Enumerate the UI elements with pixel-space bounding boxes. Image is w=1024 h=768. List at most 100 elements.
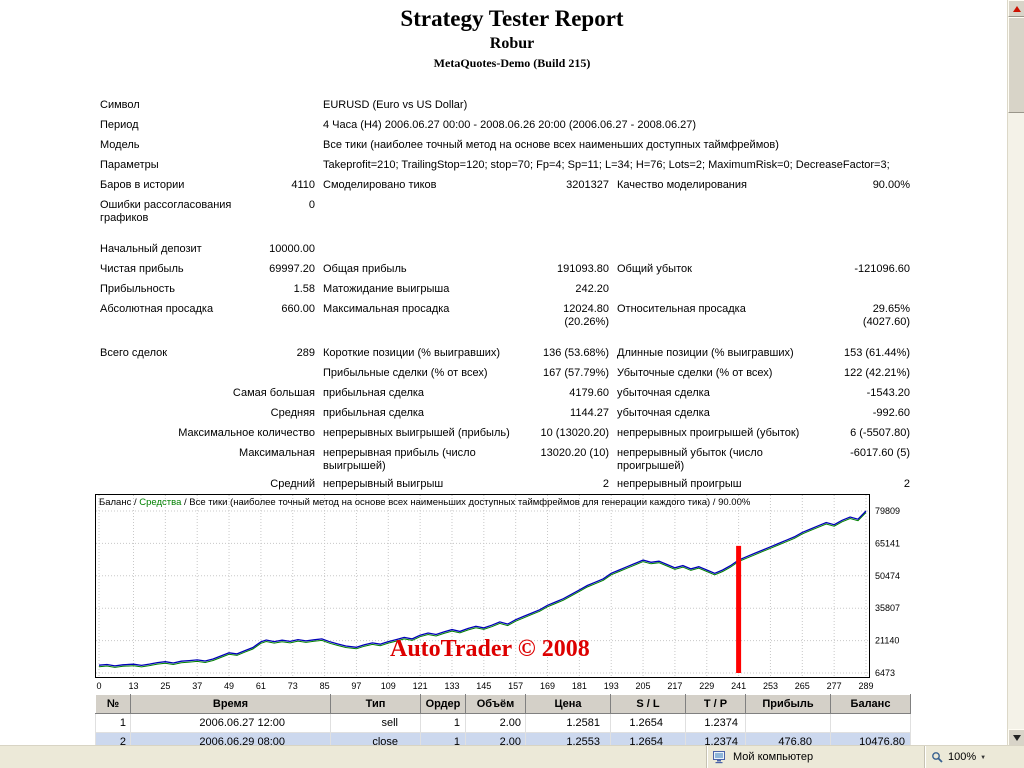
- trade-cell: [830, 713, 911, 733]
- report-cell: 242.20: [575, 283, 609, 295]
- report-cell: непрерывный убыток (число проигрышей): [617, 447, 763, 472]
- trade-cell: 2.00: [465, 713, 526, 733]
- trades-header-cell: Прибыль: [745, 694, 831, 714]
- svg-text:265: 265: [795, 681, 810, 691]
- scrollbar-thumb[interactable]: [1008, 17, 1024, 113]
- report-row: Самая большая прибыльная сделка 4179.60 убы…: [100, 383, 910, 403]
- report-row: Максимальная непрерывная прибыль (число в…: [100, 443, 910, 474]
- svg-text:229: 229: [699, 681, 714, 691]
- report-row: Средняя прибыльная сделка 1144.27 убыточная…: [100, 403, 910, 423]
- svg-text:49: 49: [224, 681, 234, 691]
- zoom-level-label: 100%: [948, 751, 977, 763]
- report-row: Ошибки рассогласования графиков 0: [100, 195, 910, 226]
- trade-cell: 1: [95, 713, 131, 733]
- report-cell: 289: [296, 347, 315, 359]
- trades-header-cell: S / L: [610, 694, 686, 714]
- svg-text:25: 25: [160, 681, 170, 691]
- report-cell: Прибыльные сделки (% от всех): [323, 367, 488, 379]
- report-cell: Средний: [270, 478, 315, 490]
- svg-text:181: 181: [572, 681, 587, 691]
- report-cell: Параметры: [100, 159, 159, 171]
- report-cell: EURUSD (Euro vs US Dollar): [323, 99, 468, 111]
- report-cell: -1543.20: [866, 387, 910, 399]
- report-cell: непрерывная прибыль (число выигрышей): [323, 447, 476, 472]
- report-cell: Прибыльность: [100, 283, 175, 295]
- report-cell: Относительная просадка: [617, 303, 746, 315]
- zoom-control[interactable]: 100% ▼: [924, 746, 1010, 768]
- report-cell: 29.65% (4027.60): [862, 303, 910, 328]
- report-cell: убыточная сделка: [617, 387, 710, 399]
- resize-grip: [1010, 746, 1024, 768]
- svg-text:61: 61: [256, 681, 266, 691]
- report-cell: Начальный депозит: [100, 243, 202, 255]
- report-cell: Максимальное количество: [178, 427, 315, 439]
- zoom-dropdown-caret[interactable]: ▼: [980, 755, 987, 761]
- report-cell: прибыльная сделка: [323, 387, 425, 399]
- report-cell: 3201327: [566, 179, 609, 191]
- report-cell: Takeprofit=210; TrailingStop=120; stop=7…: [323, 159, 890, 171]
- trade-cell: 2006.06.27 12:00: [130, 713, 331, 733]
- svg-text:37: 37: [192, 681, 202, 691]
- report-row: Параметры Takeprofit=210; TrailingStop=12…: [100, 155, 910, 175]
- report-cell: -6017.60 (5): [850, 447, 910, 459]
- report-title: Strategy Tester Report: [400, 6, 624, 31]
- scroll-up-button[interactable]: [1008, 0, 1024, 17]
- report-cell: непрерывных проигрышей (убыток): [617, 427, 800, 439]
- svg-text:205: 205: [636, 681, 651, 691]
- report-row: [100, 226, 910, 239]
- svg-text:6473: 6473: [875, 668, 895, 678]
- report-cell: 6 (-5507.80): [850, 427, 910, 439]
- trades-header-cell: Время: [130, 694, 331, 714]
- svg-text:157: 157: [508, 681, 523, 691]
- svg-text:35807: 35807: [875, 603, 900, 613]
- security-zone-panel[interactable]: Мой компьютер: [706, 746, 924, 768]
- report-cell: 1.58: [293, 283, 315, 295]
- report-cell: 10 (13020.20): [540, 427, 610, 439]
- report-cell: Качество моделирования: [617, 179, 747, 191]
- trades-header-cell: Объём: [465, 694, 526, 714]
- report-row: Средний непрерывный выигрыш 2 непрерывный п…: [100, 474, 910, 494]
- svg-text:73: 73: [288, 681, 298, 691]
- report-row: [100, 330, 910, 343]
- report-cell: Все тики (наиболее точный метод на основ…: [323, 139, 779, 151]
- vertical-scrollbar[interactable]: [1007, 0, 1024, 746]
- trades-header-cell: Тип: [330, 694, 421, 714]
- svg-text:0: 0: [96, 681, 101, 691]
- status-main-panel: [0, 746, 706, 768]
- report-cell: 2: [903, 478, 910, 490]
- scroll-down-button[interactable]: [1008, 729, 1024, 746]
- legend-balance-label: Баланс: [99, 497, 132, 508]
- report-cell: Символ: [100, 99, 140, 111]
- report-cell: Общая прибыль: [323, 263, 407, 275]
- report-cell: Всего сделок: [100, 347, 168, 359]
- report-cell: непрерывных выигрышей (прибыль): [323, 427, 510, 439]
- report-cell: 153 (61.44%): [843, 347, 910, 359]
- report-cell: непрерывный выигрыш: [323, 478, 444, 490]
- report-cell: 90.00%: [872, 179, 910, 191]
- svg-text:21140: 21140: [875, 636, 899, 646]
- svg-text:97: 97: [351, 681, 361, 691]
- svg-text:121: 121: [413, 681, 428, 691]
- magnifier-icon: [932, 751, 943, 763]
- report-cell: 2: [602, 478, 609, 490]
- report-cell: Чистая прибыль: [100, 263, 184, 275]
- trades-header-cell: Цена: [525, 694, 611, 714]
- svg-text:169: 169: [540, 681, 555, 691]
- trade-cell: 1.2581: [525, 713, 611, 733]
- report-cell: Убыточные сделки (% от всех): [617, 367, 773, 379]
- svg-text:79809: 79809: [875, 506, 900, 516]
- report-row: Период 4 Часа (H4) 2006.06.27 00:00 - 200…: [100, 115, 910, 135]
- report-header: Strategy Tester Report Robur MetaQuotes-…: [0, 0, 1024, 71]
- report-summary-table: Символ EURUSD (Euro vs US Dollar) Период 4 …: [100, 95, 910, 494]
- svg-text:133: 133: [444, 681, 459, 691]
- trade-cell: [745, 713, 831, 733]
- legend-separator: /: [710, 497, 719, 508]
- report-cell: 4179.60: [569, 387, 609, 399]
- report-row: Прибыльные сделки (% от всех) 167 (57.79%…: [100, 363, 910, 383]
- trades-header-cell: T / P: [685, 694, 746, 714]
- trade-cell: 1.2374: [685, 713, 746, 733]
- svg-text:193: 193: [604, 681, 619, 691]
- report-cell: Модель: [100, 139, 140, 151]
- report-cell: Ошибки рассогласования графиков: [100, 199, 232, 224]
